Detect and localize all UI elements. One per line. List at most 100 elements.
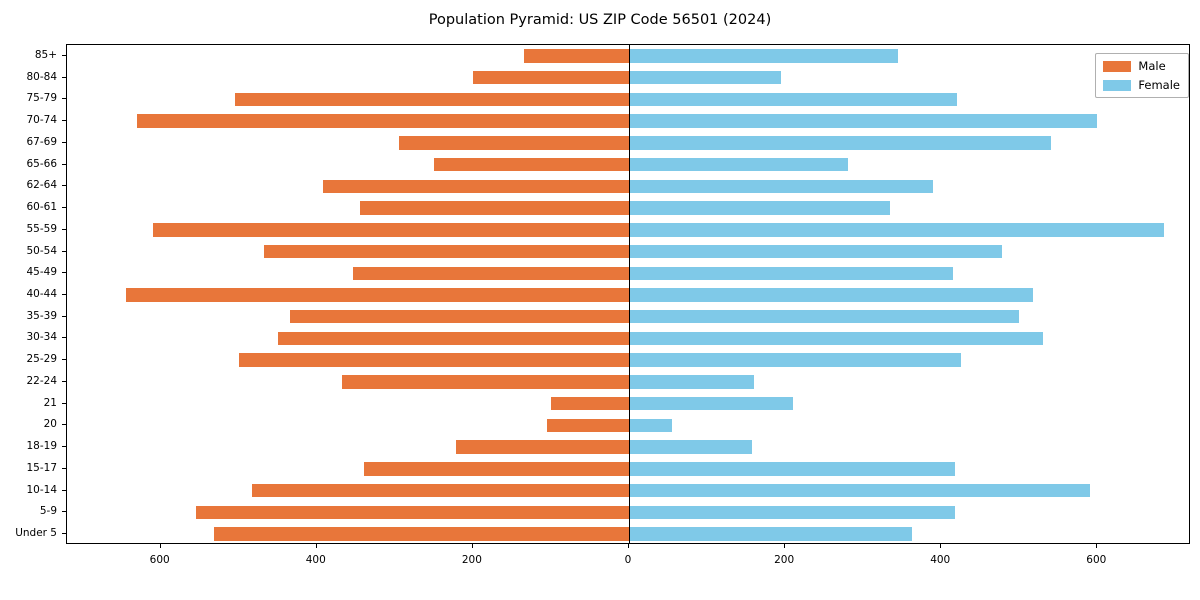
bar-female[interactable] [629, 375, 754, 389]
x-axis-tick-label: 600 [1086, 554, 1107, 566]
bar-female[interactable] [629, 353, 961, 367]
y-axis-tick-mark [62, 54, 66, 56]
y-axis-tick-label: 40-44 [26, 287, 57, 300]
bar-female[interactable] [629, 288, 1034, 302]
bar-female[interactable] [629, 266, 953, 280]
bar-female[interactable] [629, 527, 912, 541]
bar-row [67, 353, 1189, 367]
bar-male[interactable] [213, 527, 629, 541]
bar-row [67, 244, 1189, 259]
y-axis-tick-label: 80-84 [26, 70, 57, 83]
y-axis-tick-mark [62, 446, 66, 448]
chart-legend: Male Female [1095, 53, 1189, 98]
bar-row [67, 375, 1189, 389]
x-axis-tick-mark [1096, 544, 1098, 548]
bar-male[interactable] [238, 353, 629, 367]
bar-male[interactable] [398, 136, 629, 150]
legend-label: Male [1138, 59, 1166, 73]
bar-female[interactable] [629, 179, 934, 194]
bar-male[interactable] [341, 375, 629, 389]
bar-female[interactable] [629, 396, 793, 411]
y-axis-tick-mark [62, 98, 66, 100]
bar-male[interactable] [455, 440, 629, 454]
x-axis-tick-label: 400 [305, 554, 326, 566]
y-axis-tick-label: 85+ [34, 48, 57, 61]
bar-female[interactable] [629, 483, 1090, 498]
y-axis-tick-label: 10-14 [26, 483, 57, 496]
legend-item-female[interactable]: Female [1103, 78, 1180, 92]
y-axis-tick-mark [62, 76, 66, 78]
bar-row [67, 157, 1189, 172]
y-axis-tick-mark [62, 272, 66, 274]
bar-female[interactable] [629, 49, 899, 63]
y-axis-tick-mark [62, 424, 66, 426]
bar-female[interactable] [629, 114, 1098, 128]
bar-female[interactable] [629, 440, 753, 454]
x-axis-tick-mark [159, 544, 161, 548]
chart-title: Population Pyramid: US ZIP Code 56501 (2… [428, 12, 772, 28]
bar-male[interactable] [550, 396, 629, 411]
bar-female[interactable] [629, 223, 1164, 237]
bar-male[interactable] [290, 310, 629, 324]
bar-male[interactable] [195, 505, 629, 520]
bar-female[interactable] [629, 462, 956, 476]
y-axis-tick-mark [62, 294, 66, 295]
x-axis-tick-mark [628, 544, 629, 548]
y-axis-tick-label: 15-17 [26, 461, 57, 474]
bar-male[interactable] [472, 70, 629, 85]
bar-row [67, 201, 1189, 215]
x-axis-tick-mark [315, 544, 317, 548]
bar-male[interactable] [277, 331, 629, 346]
bar-female[interactable] [629, 331, 1043, 346]
bar-male[interactable] [363, 462, 629, 476]
bar-female[interactable] [629, 505, 956, 520]
bar-male[interactable] [251, 483, 629, 498]
plot-area [66, 44, 1190, 544]
x-axis-labels: 600 400 200 0 200 400 600 [66, 544, 1190, 584]
bar-female[interactable] [629, 244, 1003, 259]
bar-male[interactable] [125, 288, 629, 302]
bar-male[interactable] [263, 244, 629, 259]
bar-row [67, 505, 1189, 520]
bar-row [67, 114, 1189, 128]
y-axis-tick-label: Under 5 [15, 526, 57, 539]
x-axis-tick-mark [471, 544, 473, 548]
legend-swatch-icon [1103, 60, 1132, 72]
bar-row [67, 396, 1189, 411]
bar-female[interactable] [629, 136, 1051, 150]
bar-male[interactable] [547, 418, 629, 433]
y-axis-tick-mark [62, 402, 66, 404]
bar-row [67, 288, 1189, 302]
legend-item-male[interactable]: Male [1103, 59, 1180, 73]
bar-row [67, 483, 1189, 498]
bar-male[interactable] [353, 266, 629, 280]
bar-female[interactable] [629, 70, 782, 85]
bar-row [67, 462, 1189, 476]
bar-female[interactable] [629, 201, 891, 215]
y-axis-tick-label: 30-34 [26, 331, 57, 344]
y-axis-tick-label: 62-64 [26, 179, 57, 192]
bars-layer [67, 45, 1189, 543]
bar-row [67, 418, 1189, 433]
y-axis-tick-mark [62, 163, 66, 165]
y-axis-tick-label: 50-54 [26, 244, 57, 257]
bar-male[interactable] [323, 179, 629, 194]
bar-row [67, 310, 1189, 324]
bar-male[interactable] [137, 114, 629, 128]
y-axis-tick-label: 60-61 [26, 200, 57, 213]
bar-female[interactable] [629, 310, 1020, 324]
y-axis-tick-label: 21 [43, 396, 57, 409]
bar-male[interactable] [234, 92, 629, 107]
bar-female[interactable] [629, 418, 672, 433]
bar-female[interactable] [629, 157, 848, 172]
bar-male[interactable] [152, 223, 629, 237]
y-axis-tick-label: 75-79 [26, 92, 57, 105]
x-axis-tick-mark [940, 544, 942, 548]
bar-male[interactable] [523, 49, 629, 63]
bar-female[interactable] [629, 92, 957, 107]
bar-row [67, 179, 1189, 194]
y-axis-tick-label: 67-69 [26, 135, 57, 148]
bar-male[interactable] [433, 157, 629, 172]
bar-male[interactable] [359, 201, 629, 215]
